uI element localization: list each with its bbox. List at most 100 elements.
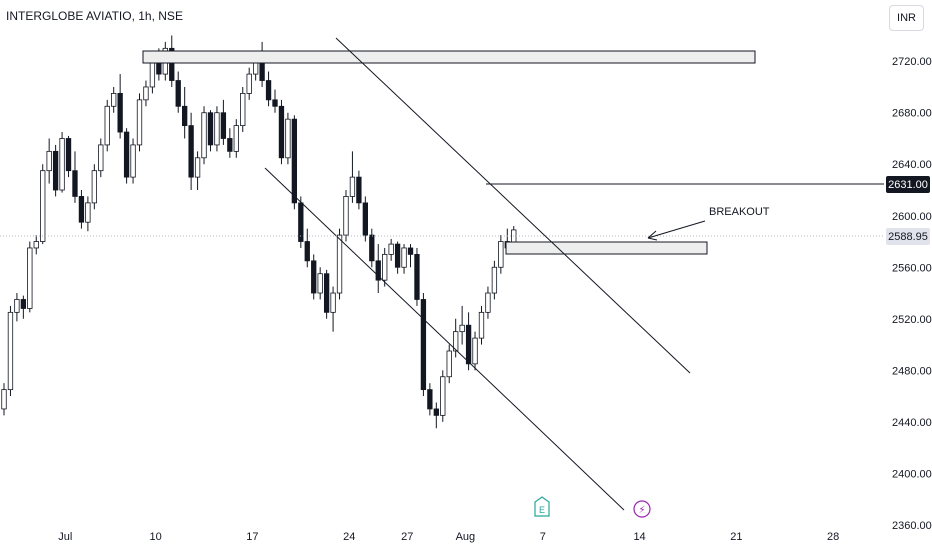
candle xyxy=(194,151,201,190)
candle xyxy=(1,383,7,416)
y-tick-label: 2720.00 xyxy=(892,56,932,68)
candle-body-up xyxy=(98,144,104,172)
candle xyxy=(85,196,91,232)
candle xyxy=(323,269,330,319)
candle-body-up xyxy=(440,376,446,416)
channel-upper-line xyxy=(335,37,691,374)
candle xyxy=(136,93,143,152)
drawings-layer: BREAKOUT E ⚡ xyxy=(0,37,884,518)
candle xyxy=(91,164,97,210)
candle xyxy=(304,228,310,268)
candle-body-up xyxy=(382,253,388,281)
dividend-icon[interactable]: ⚡ xyxy=(633,500,651,518)
candle xyxy=(356,170,362,210)
y-tick-label: 2520.00 xyxy=(892,314,932,326)
currency-button[interactable]: INR xyxy=(889,5,924,31)
breakout-arrow-head xyxy=(647,230,658,241)
candle xyxy=(33,235,39,255)
candle xyxy=(369,228,375,268)
candle xyxy=(414,247,420,306)
candle-body-up xyxy=(343,196,349,236)
earnings-icon[interactable]: E xyxy=(534,496,550,517)
candle-body-down xyxy=(175,80,181,107)
candle-body-down xyxy=(311,260,317,294)
candle xyxy=(278,99,285,165)
candle xyxy=(117,74,123,139)
candle xyxy=(446,344,452,384)
candle-body-up xyxy=(388,243,394,255)
axis-labels-layer: 2631.00 2588.95 xyxy=(886,176,930,245)
candle-body-down xyxy=(265,80,272,101)
level-price-tag xyxy=(886,176,930,193)
candle xyxy=(362,196,369,242)
candle xyxy=(72,151,78,203)
candle-body-up xyxy=(240,93,246,127)
symbol-title: INTERGLOBE AVIATIO, 1h, NSE xyxy=(6,9,183,23)
candle-body-up xyxy=(149,60,156,88)
candle xyxy=(440,370,446,422)
candle-body-down xyxy=(52,150,59,191)
candle xyxy=(220,99,227,145)
earnings-icon-shape xyxy=(534,496,550,517)
candle-body-up xyxy=(336,234,343,294)
price-axis[interactable]: 2720.00 2680.00 2640.00 2600.00 2560.00 2520.… xyxy=(892,56,932,532)
candle xyxy=(59,132,65,193)
candle xyxy=(111,86,117,113)
candle xyxy=(317,267,323,300)
x-tick-label: Aug xyxy=(456,531,476,543)
candle-body-down xyxy=(278,105,285,159)
candle xyxy=(311,254,317,300)
candle xyxy=(343,190,349,242)
candle-body-up xyxy=(130,144,136,178)
candle-body-up xyxy=(194,157,201,178)
candles-layer xyxy=(1,35,517,429)
candle xyxy=(465,312,472,371)
candle xyxy=(233,119,239,158)
candle-body-down xyxy=(259,60,265,81)
candle xyxy=(330,286,336,332)
candle xyxy=(336,228,343,300)
x-tick-label: 14 xyxy=(633,531,645,543)
candle-body-down xyxy=(207,112,214,146)
candle-body-down xyxy=(78,196,85,223)
candle xyxy=(246,67,252,100)
candle xyxy=(52,144,59,197)
candle-body-down xyxy=(272,99,278,107)
candle-body-down xyxy=(169,47,175,81)
candle-body-up xyxy=(27,247,33,309)
time-axis[interactable]: Jul 10 17 24 27 Aug 7 14 21 28 xyxy=(58,531,839,543)
candle xyxy=(265,71,272,107)
y-tick-label: 2400.00 xyxy=(892,468,932,480)
candle xyxy=(201,106,207,165)
candle-body-down xyxy=(291,118,298,204)
candle-body-up xyxy=(46,150,52,172)
candle xyxy=(104,99,110,152)
candle-body-down xyxy=(227,138,233,152)
candle-body-up xyxy=(104,105,110,146)
candle-body-up xyxy=(330,292,336,313)
candle-body-down xyxy=(72,170,78,197)
candle-body-down xyxy=(182,105,188,127)
candle xyxy=(182,86,188,139)
x-tick-label: 28 xyxy=(827,531,839,543)
candle xyxy=(420,293,427,397)
candle-body-down xyxy=(356,176,362,204)
candle-body-up xyxy=(472,337,478,365)
candle-body-down xyxy=(420,299,427,391)
candle-body-up xyxy=(285,118,291,159)
candle xyxy=(20,295,27,319)
candle xyxy=(207,110,214,152)
candle xyxy=(375,244,381,294)
candle xyxy=(401,244,407,274)
x-tick-label: 7 xyxy=(540,531,546,543)
candle xyxy=(407,244,414,268)
dividend-icon-shape xyxy=(633,500,651,518)
candle xyxy=(259,41,265,87)
candle-body-up xyxy=(7,311,14,391)
candle xyxy=(485,286,491,319)
candle-body-down xyxy=(375,260,381,281)
candle xyxy=(143,80,149,107)
candle-body-up xyxy=(33,241,39,249)
candle-body-up xyxy=(485,292,491,313)
